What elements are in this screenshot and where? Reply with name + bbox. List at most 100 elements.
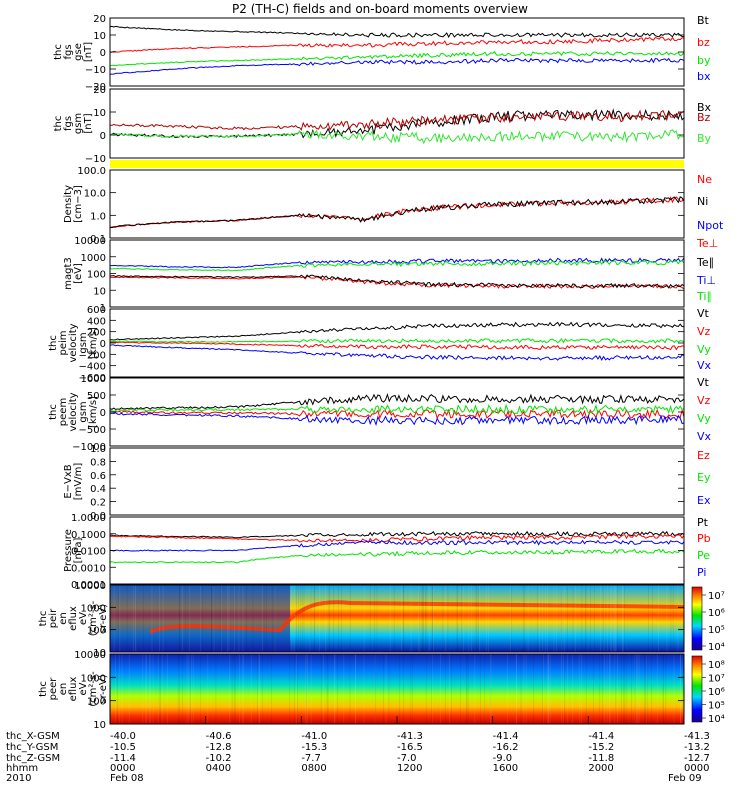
legend-vy: Vy (697, 343, 711, 356)
y-axis-label-line: sr-eV) (98, 604, 109, 633)
y-tick-label: −10 (85, 65, 106, 76)
panel-1: 20 10 0 −10 −20 thc fgs gse [nT] Bt bz by bx (53, 14, 711, 93)
y-axis-label-line: peir (48, 608, 59, 628)
y-tick-label: 100.0 (77, 166, 106, 177)
y-tick-label: 100 (87, 270, 106, 281)
orbit-position-value: -10.5 (110, 742, 136, 753)
orbit-position-value: -41.4 (493, 731, 519, 742)
legend-vx: Vx (697, 430, 712, 443)
y-axis-label-line: thc (48, 335, 59, 351)
series-te∥-line (109, 274, 685, 289)
y-axis-label-line: eflux (68, 606, 79, 631)
y-axis-label-line: thc (48, 404, 59, 420)
y-tick-label: 1 (100, 303, 106, 314)
colorbar (691, 586, 703, 651)
y-tick-label: 10 (93, 720, 106, 731)
colorbar-tick-label: 10⁶ (708, 687, 725, 698)
legend-by: By (697, 132, 712, 145)
y-axis-label: thc peem velocity gsm [km/s] (48, 392, 99, 431)
series-ni-line (109, 196, 685, 229)
orbit-position-value: -41.3 (684, 731, 710, 742)
y-axis-label-line: peem (58, 398, 69, 426)
y-axis-label-line: magt3 (63, 257, 74, 290)
orbit-position-value: -41.3 (397, 731, 423, 742)
colorbar (691, 655, 703, 723)
y-axis-label-line: fgs (63, 44, 74, 59)
y-axis-label: thc fgs gsm [nT] (53, 113, 94, 134)
legend-vt: Vt (697, 307, 710, 320)
y-axis-label-line: [mV/m] (73, 463, 84, 501)
y-tick-label: 1.0 (90, 444, 106, 455)
y-tick-label: −500 (79, 425, 106, 436)
orbit-position-value: -7.0 (397, 753, 417, 764)
orbit-position-value: -15.3 (301, 742, 327, 753)
time-axis-row-label: thc_X-GSM (6, 731, 60, 742)
y-tick-label: 20 (93, 85, 106, 96)
legend-vz: Vz (697, 325, 711, 338)
orbit-position-value: -10.2 (206, 753, 232, 764)
ion-energy-band (149, 600, 685, 634)
y-axis-label: thc peer en eflux eV (cm²-s-sr-eV) (38, 671, 109, 707)
y-tick-label: 500 (87, 391, 106, 402)
legend-by: by (697, 54, 711, 67)
x-tick-label: 0000 (684, 763, 709, 774)
y-tick-label: 10000 (74, 581, 106, 592)
legend-ex: Ex (697, 494, 711, 507)
panel-frame (109, 169, 685, 239)
date-start-label: Feb 08 (110, 773, 144, 784)
orbit-position-value: -40.0 (110, 731, 136, 742)
y-axis-label-line: Density (63, 185, 74, 223)
y-tick-label: −10 (85, 154, 106, 165)
legend-ti∥: Ti∥ (696, 290, 712, 303)
x-tick-label: 1600 (493, 763, 518, 774)
figure-title: P2 (TH-C) fields and on-board moments ov… (232, 2, 528, 16)
y-axis-label-line: [nT] (83, 42, 94, 62)
spectrogram-quiet-region (110, 585, 290, 652)
y-axis-label-line: en (58, 612, 69, 625)
y-tick-label: 1000 (81, 673, 106, 684)
series-bz-line (109, 36, 685, 53)
series-pt-line (109, 530, 685, 539)
y-axis-label-line: velocity (68, 323, 79, 362)
orbit-position-value: -15.2 (588, 742, 614, 753)
y-axis-label-line: [eV] (73, 263, 84, 284)
series-vx-line (109, 344, 685, 361)
y-tick-label: 10 (93, 286, 106, 297)
legend-pt: Pt (697, 516, 709, 529)
panel-frame (109, 88, 685, 159)
orbit-position-value: -16.2 (493, 742, 519, 753)
y-tick-label: 100 (87, 697, 106, 708)
y-tick-label: 10 (93, 31, 106, 42)
y-axis-label: thc peim velocity gsm [km/s] (48, 323, 99, 362)
y-tick-label: 0.0100 (71, 547, 106, 558)
orbit-position-value: -9.0 (493, 753, 513, 764)
x-tick-label: 0400 (206, 763, 231, 774)
y-tick-label: −600 (79, 373, 106, 384)
y-tick-label: 0.0010 (71, 563, 106, 574)
y-axis-label-line: gsm (78, 332, 89, 353)
orbit-position-value: -11.4 (110, 753, 136, 764)
legend-bx: Bx (697, 101, 712, 114)
panel-3: 100.0 10.0 1.0 0.1 Density [cm−3] Ne Ni Npot (63, 166, 724, 245)
colorbar-tick-label: 10⁶ (708, 608, 725, 619)
legend-ez: Ez (697, 449, 710, 462)
colorbar-tick-label: 10⁴ (708, 642, 725, 653)
series-bt-line (109, 25, 685, 39)
y-axis-label-line: sr-eV) (98, 674, 109, 703)
y-axis-label-line: thc (38, 611, 49, 627)
time-axis-row-label: 2010 (6, 773, 31, 784)
series-vx-line (109, 412, 685, 427)
y-tick-label: 600 (87, 305, 106, 316)
series-vt-line (109, 321, 685, 341)
y-tick-label: −200 (79, 350, 106, 361)
y-axis-label: magt3 [eV] (63, 257, 84, 290)
legend-ne: Ne (697, 173, 712, 186)
series-pb-line (109, 533, 685, 544)
y-axis-label-line: [km/s] (88, 327, 99, 359)
colorbar-tick-label: 10⁷ (708, 591, 725, 602)
panel-7: 1.0 0.8 0.6 0.4 0.2 0.0 E−VxB [mV/m] Ez Ey Ex (63, 444, 711, 522)
y-tick-label: 0.0 (90, 511, 106, 522)
y-tick-label: 1000 (81, 603, 106, 614)
legend-te⊥: Te⊥ (696, 237, 718, 250)
